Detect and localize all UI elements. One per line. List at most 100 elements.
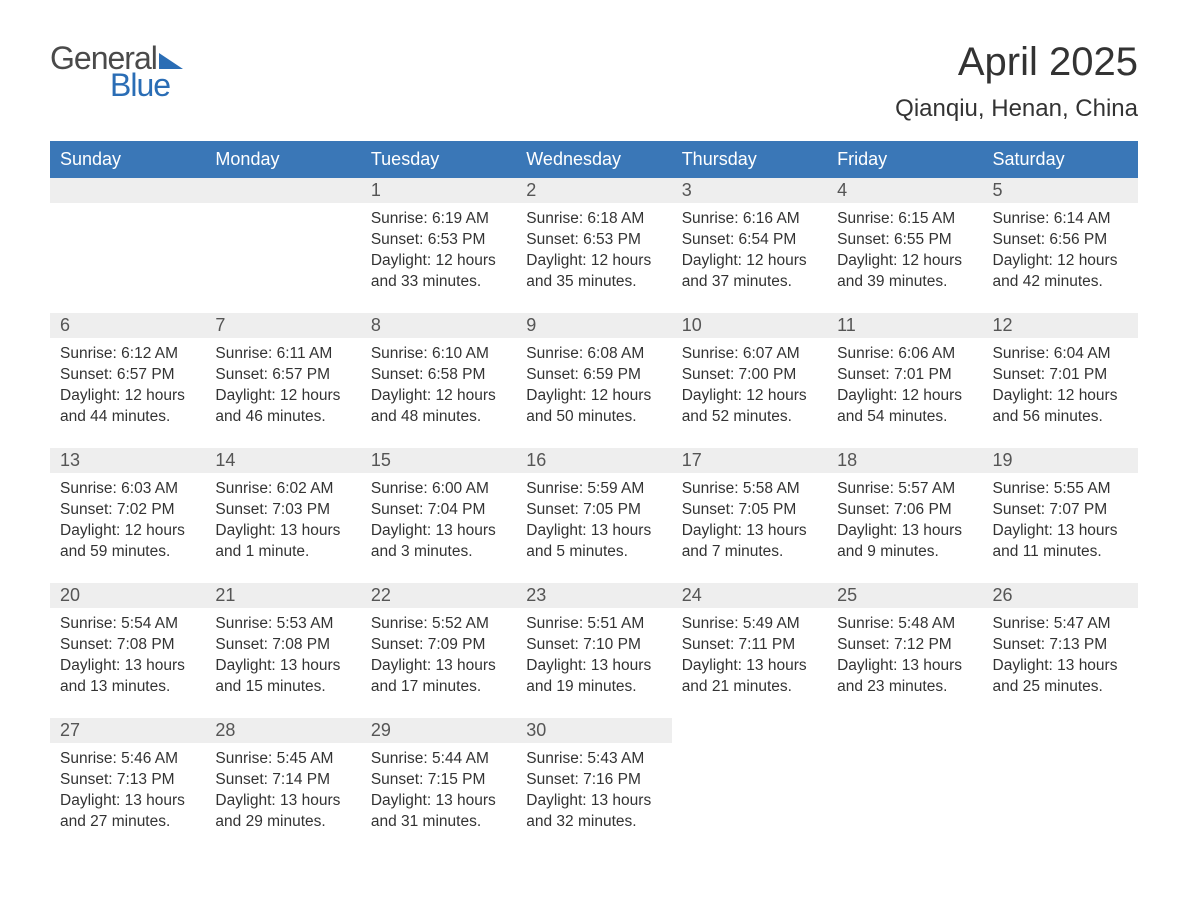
daylight-text: Daylight: 13 hours [371, 791, 506, 812]
daylight-text: Daylight: 13 hours [215, 521, 350, 542]
sunset-text: Sunset: 7:06 PM [837, 500, 972, 521]
day-detail-row: Sunrise: 6:03 AMSunset: 7:02 PM Daylight:… [50, 473, 1138, 583]
day-detail-cell: Sunrise: 6:18 AMSunset: 6:53 PMDaylight:… [516, 203, 671, 313]
daylight-text: Daylight: 12 hours [371, 251, 506, 272]
day-number-cell: 11 [827, 313, 982, 338]
sunset-text: Sunset: 7:09 PM [371, 635, 506, 656]
day-detail-cell: Sunrise: 6:03 AMSunset: 7:02 PMDaylight:… [50, 473, 205, 583]
sunset-text: Sunset: 7:04 PM [371, 500, 506, 521]
daylight-text: and 31 minutes. [371, 812, 506, 833]
day-number-cell: 10 [672, 313, 827, 338]
daylight-text: and 35 minutes. [526, 272, 661, 293]
daylight-text: Daylight: 12 hours [215, 386, 350, 407]
daylight-text: Daylight: 13 hours [682, 521, 817, 542]
daylight-text: and 3 minutes. [371, 542, 506, 563]
daylight-text: Daylight: 13 hours [215, 791, 350, 812]
day-number-cell: 27 [50, 718, 205, 743]
day-number: 3 [682, 180, 692, 200]
day-detail-cell [827, 743, 982, 853]
daylight-text: Daylight: 13 hours [682, 656, 817, 677]
day-header: Saturday [983, 141, 1138, 178]
sunrise-text: Sunrise: 6:02 AM [215, 479, 350, 500]
day-header-row: Sunday Monday Tuesday Wednesday Thursday… [50, 141, 1138, 178]
sunset-text: Sunset: 6:57 PM [215, 365, 350, 386]
sunset-text: Sunset: 7:13 PM [60, 770, 195, 791]
day-header: Monday [205, 141, 360, 178]
daylight-text: Daylight: 13 hours [993, 521, 1128, 542]
sunrise-text: Sunrise: 6:18 AM [526, 209, 661, 230]
daylight-text: and 25 minutes. [993, 677, 1128, 698]
day-number-cell: 22 [361, 583, 516, 608]
day-number-cell: 29 [361, 718, 516, 743]
day-number-row: 6789101112 [50, 313, 1138, 338]
daylight-text: and 59 minutes. [60, 542, 195, 563]
day-detail-cell: Sunrise: 5:48 AMSunset: 7:12 PMDaylight:… [827, 608, 982, 718]
day-number-cell: 25 [827, 583, 982, 608]
day-number: 15 [371, 450, 391, 470]
day-number-cell: 5 [983, 178, 1138, 203]
day-detail-cell: Sunrise: 5:58 AMSunset: 7:05 PMDaylight:… [672, 473, 827, 583]
sunset-text: Sunset: 7:03 PM [215, 500, 350, 521]
daylight-text: and 50 minutes. [526, 407, 661, 428]
sunset-text: Sunset: 7:00 PM [682, 365, 817, 386]
day-detail-cell: Sunrise: 6:19 AMSunset: 6:53 PMDaylight:… [361, 203, 516, 313]
day-detail-cell: Sunrise: 6:06 AMSunset: 7:01 PMDaylight:… [827, 338, 982, 448]
sunset-text: Sunset: 7:14 PM [215, 770, 350, 791]
sunrise-text: Sunrise: 6:03 AM [60, 479, 195, 500]
daylight-text: and 46 minutes. [215, 407, 350, 428]
day-number: 30 [526, 720, 546, 740]
sunrise-text: Sunrise: 5:58 AM [682, 479, 817, 500]
day-number-cell: 15 [361, 448, 516, 473]
daylight-text: and 42 minutes. [993, 272, 1128, 293]
day-number: 21 [215, 585, 235, 605]
daylight-text: Daylight: 13 hours [526, 656, 661, 677]
logo-word2: Blue [110, 67, 170, 104]
day-number: 13 [60, 450, 80, 470]
daylight-text: Daylight: 12 hours [526, 251, 661, 272]
day-detail-cell: Sunrise: 5:44 AMSunset: 7:15 PMDaylight:… [361, 743, 516, 853]
day-number: 17 [682, 450, 702, 470]
day-detail-cell: Sunrise: 6:08 AMSunset: 6:59 PMDaylight:… [516, 338, 671, 448]
day-number: 19 [993, 450, 1013, 470]
daylight-text: and 44 minutes. [60, 407, 195, 428]
day-number-row: 13141516171819 [50, 448, 1138, 473]
day-number: 29 [371, 720, 391, 740]
day-detail-cell: Sunrise: 5:47 AMSunset: 7:13 PMDaylight:… [983, 608, 1138, 718]
daylight-text: and 11 minutes. [993, 542, 1128, 563]
day-detail-cell: Sunrise: 5:49 AMSunset: 7:11 PMDaylight:… [672, 608, 827, 718]
day-number: 12 [993, 315, 1013, 335]
sunrise-text: Sunrise: 6:10 AM [371, 344, 506, 365]
day-number-cell: 20 [50, 583, 205, 608]
day-number-cell [672, 718, 827, 743]
day-number: 25 [837, 585, 857, 605]
sunset-text: Sunset: 6:55 PM [837, 230, 972, 251]
day-header: Thursday [672, 141, 827, 178]
day-number-cell: 6 [50, 313, 205, 338]
day-detail-cell: Sunrise: 5:55 AMSunset: 7:07 PMDaylight:… [983, 473, 1138, 583]
sunset-text: Sunset: 7:02 PM [60, 500, 195, 521]
day-header: Friday [827, 141, 982, 178]
sunset-text: Sunset: 6:58 PM [371, 365, 506, 386]
sunrise-text: Sunrise: 6:11 AM [215, 344, 350, 365]
daylight-text: Daylight: 13 hours [837, 521, 972, 542]
sunrise-text: Sunrise: 5:44 AM [371, 749, 506, 770]
day-number: 1 [371, 180, 381, 200]
day-detail-cell: Sunrise: 5:51 AMSunset: 7:10 PMDaylight:… [516, 608, 671, 718]
day-number: 18 [837, 450, 857, 470]
day-detail-cell: Sunrise: 6:10 AMSunset: 6:58 PMDaylight:… [361, 338, 516, 448]
day-number-cell: 19 [983, 448, 1138, 473]
day-number: 14 [215, 450, 235, 470]
day-detail-row: Sunrise: 5:46 AMSunset: 7:13 PMDaylight:… [50, 743, 1138, 853]
daylight-text: and 52 minutes. [682, 407, 817, 428]
day-number-cell: 1 [361, 178, 516, 203]
day-detail-cell: Sunrise: 5:43 AMSunset: 7:16 PMDaylight:… [516, 743, 671, 853]
day-number-cell: 24 [672, 583, 827, 608]
sunset-text: Sunset: 7:07 PM [993, 500, 1128, 521]
day-number: 5 [993, 180, 1003, 200]
daylight-text: and 54 minutes. [837, 407, 972, 428]
location: Qianqiu, Henan, China [895, 95, 1138, 123]
day-number: 26 [993, 585, 1013, 605]
day-number-cell: 9 [516, 313, 671, 338]
day-number: 27 [60, 720, 80, 740]
sunrise-text: Sunrise: 5:59 AM [526, 479, 661, 500]
